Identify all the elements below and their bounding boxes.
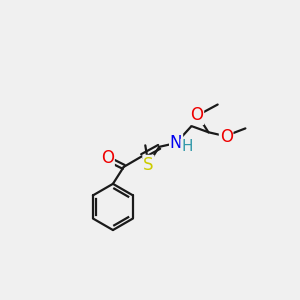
Text: S: S [143,156,154,174]
Text: O: O [101,149,114,167]
Text: O: O [190,106,203,124]
Text: H: H [181,140,193,154]
Text: O: O [220,128,232,146]
Text: N: N [170,134,182,152]
